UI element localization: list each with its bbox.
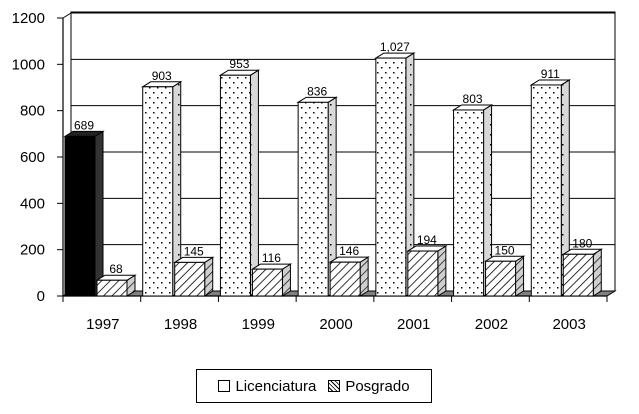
y-tick-label: 400 (20, 195, 45, 212)
data-label-licenciatura: 803 (463, 92, 483, 106)
y-tick-label: 1000 (12, 56, 45, 73)
bar-licenciatura (219, 74, 251, 297)
data-label-posgrado: 194 (417, 233, 437, 247)
bar-side-posgrado (592, 248, 602, 297)
data-label-licenciatura: 911 (541, 67, 560, 81)
data-label-licenciatura: 1,027 (380, 40, 410, 54)
y-tick-label: 1200 (12, 10, 45, 27)
bar-posgrado (174, 261, 206, 297)
legend: Licenciatura Posgrado (196, 369, 432, 403)
bar-licenciatura (297, 101, 329, 297)
licenciatura-swatch-icon (218, 380, 231, 392)
bar-posgrado (407, 250, 439, 297)
y-tick-label: 200 (20, 242, 45, 259)
data-label-posgrado: 146 (339, 244, 359, 258)
x-tick-label: 2002 (475, 316, 508, 333)
x-tick-label: 1998 (164, 316, 197, 333)
legend-label-posgrado: Posgrado (345, 377, 410, 395)
data-label-licenciatura: 836 (307, 84, 327, 98)
y-tick-label: 0 (37, 288, 45, 305)
data-label-posgrado: 180 (572, 236, 592, 250)
bar-licenciatura (375, 57, 407, 297)
data-label-posgrado: 68 (109, 262, 123, 276)
data-label-licenciatura: 689 (74, 118, 94, 132)
bar-side-licenciatura (249, 69, 259, 297)
legend-item-licenciatura: Licenciatura (218, 378, 316, 395)
data-label-licenciatura: 903 (152, 69, 172, 83)
bar-side-posgrado (204, 256, 214, 297)
bar-posgrado (251, 268, 283, 297)
bar-side-posgrado (437, 245, 447, 297)
y-tick-label: 800 (20, 103, 45, 120)
data-label-posgrado: 116 (262, 251, 281, 265)
data-labels: 689 68 903 145 953 116 836 146 1,027 194 803 150 911… (74, 40, 593, 276)
bars (63, 52, 604, 297)
x-tick-label: 1999 (242, 316, 275, 333)
x-tick-label: 2000 (319, 316, 352, 333)
bar-posgrado (562, 253, 594, 297)
bar-side-licenciatura (94, 130, 104, 297)
bar-licenciatura (530, 84, 562, 297)
x-tick-label: 2001 (397, 316, 430, 333)
x-tick-label: 1997 (86, 316, 119, 333)
bar-posgrado (329, 261, 361, 297)
posgrado-swatch-icon (328, 380, 341, 392)
bar-side-posgrado (515, 255, 525, 297)
data-label-posgrado: 150 (495, 243, 515, 257)
legend-label-licenciatura: Licenciatura (235, 377, 317, 395)
data-label-licenciatura: 953 (229, 57, 249, 71)
bar-posgrado (96, 279, 128, 297)
bar-side-posgrado (359, 256, 369, 297)
bar-posgrado (485, 260, 517, 297)
data-label-posgrado: 145 (184, 244, 204, 258)
x-tick-label: 2003 (552, 316, 585, 333)
y-tick-label: 600 (20, 149, 45, 166)
y-axis-top (62, 12, 72, 19)
legend-item-posgrado: Posgrado (328, 377, 410, 395)
bar-licenciatura (142, 86, 174, 297)
bar-licenciatura (64, 135, 96, 297)
bar-licenciatura (453, 109, 485, 297)
